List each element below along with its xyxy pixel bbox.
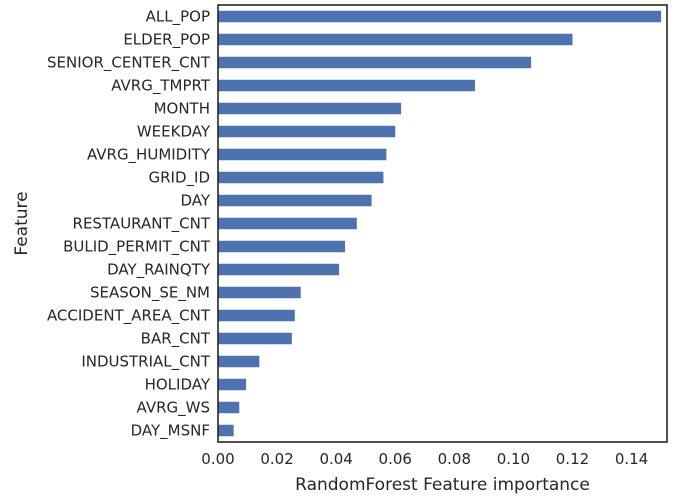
bar-season-se-nm [218, 286, 301, 299]
bar-avrg-ws [218, 401, 240, 414]
x-tick-label: 0.06 [379, 450, 412, 468]
bar-industrial-cnt [218, 355, 260, 368]
bar-accident-area-cnt [218, 309, 295, 322]
y-tick-label: DAY [180, 192, 210, 210]
bar-avrg-tmprt [218, 79, 475, 92]
y-axis-label: Feature [12, 191, 32, 255]
y-tick-label: MONTH [154, 100, 210, 118]
y-tick-label: SEASON_SE_NM [90, 284, 210, 303]
bar-day-rainqty [218, 263, 340, 276]
plot-frame [217, 4, 668, 443]
x-tick-label: 0.00 [201, 450, 234, 468]
x-tick-label: 0.08 [438, 450, 471, 468]
x-tick-label: 0.04 [319, 450, 352, 468]
bar-month [218, 102, 402, 115]
bar-day-msnf [218, 424, 234, 437]
y-tick-label: SENIOR_CENTER_CNT [47, 54, 211, 73]
x-tick-label: 0.14 [615, 450, 648, 468]
bar-bulid-permit-cnt [218, 240, 346, 253]
bar-restaurant-cnt [218, 217, 357, 230]
y-tick-label: AVRG_TMPRT [111, 77, 211, 96]
x-axis-label: RandomForest Feature importance [295, 475, 590, 495]
x-tick-label: 0.12 [556, 450, 589, 468]
y-tick-label: DAY_MSNF [131, 422, 210, 441]
y-tick-label: HOLIDAY [145, 376, 211, 394]
bar-senior-center-cnt [218, 56, 532, 69]
bar-weekday [218, 125, 396, 138]
bars-group [218, 10, 662, 437]
bar-elder-pop [218, 33, 573, 46]
bar-grid-id [218, 171, 384, 184]
y-tick-label: BULID_PERMIT_CNT [63, 238, 211, 257]
y-tick-labels: ALL_POP ELDER_POP SENIOR_CENTER_CNT AVRG_TM… [47, 8, 211, 441]
y-tick-label: ALL_POP [146, 8, 210, 27]
y-tick-label: RESTAURANT_CNT [73, 215, 211, 234]
y-tick-label: INDUSTRIAL_CNT [81, 353, 211, 372]
x-tick-label: 0.10 [497, 450, 530, 468]
bar-avrg-humidity [218, 148, 387, 161]
y-tick-label: DAY_RAINQTY [107, 261, 211, 280]
x-tick-labels: 0.00 0.02 0.04 0.06 0.08 0.10 0.12 0.14 [201, 450, 648, 468]
y-tick-label: AVRG_HUMIDITY [87, 146, 211, 165]
y-tick-label: ELDER_POP [123, 31, 210, 50]
y-tick-label: BAR_CNT [141, 330, 211, 349]
y-tick-label: AVRG_WS [137, 399, 210, 418]
bar-day [218, 194, 372, 207]
y-tick-label: GRID_ID [149, 169, 211, 188]
y-tick-label: ACCIDENT_AREA_CNT [47, 307, 211, 326]
y-tick-label: WEEKDAY [137, 123, 211, 141]
x-tick-label: 0.02 [260, 450, 293, 468]
bar-all-pop [218, 10, 662, 23]
bar-holiday [218, 378, 247, 391]
bar-bar-cnt [218, 332, 292, 345]
